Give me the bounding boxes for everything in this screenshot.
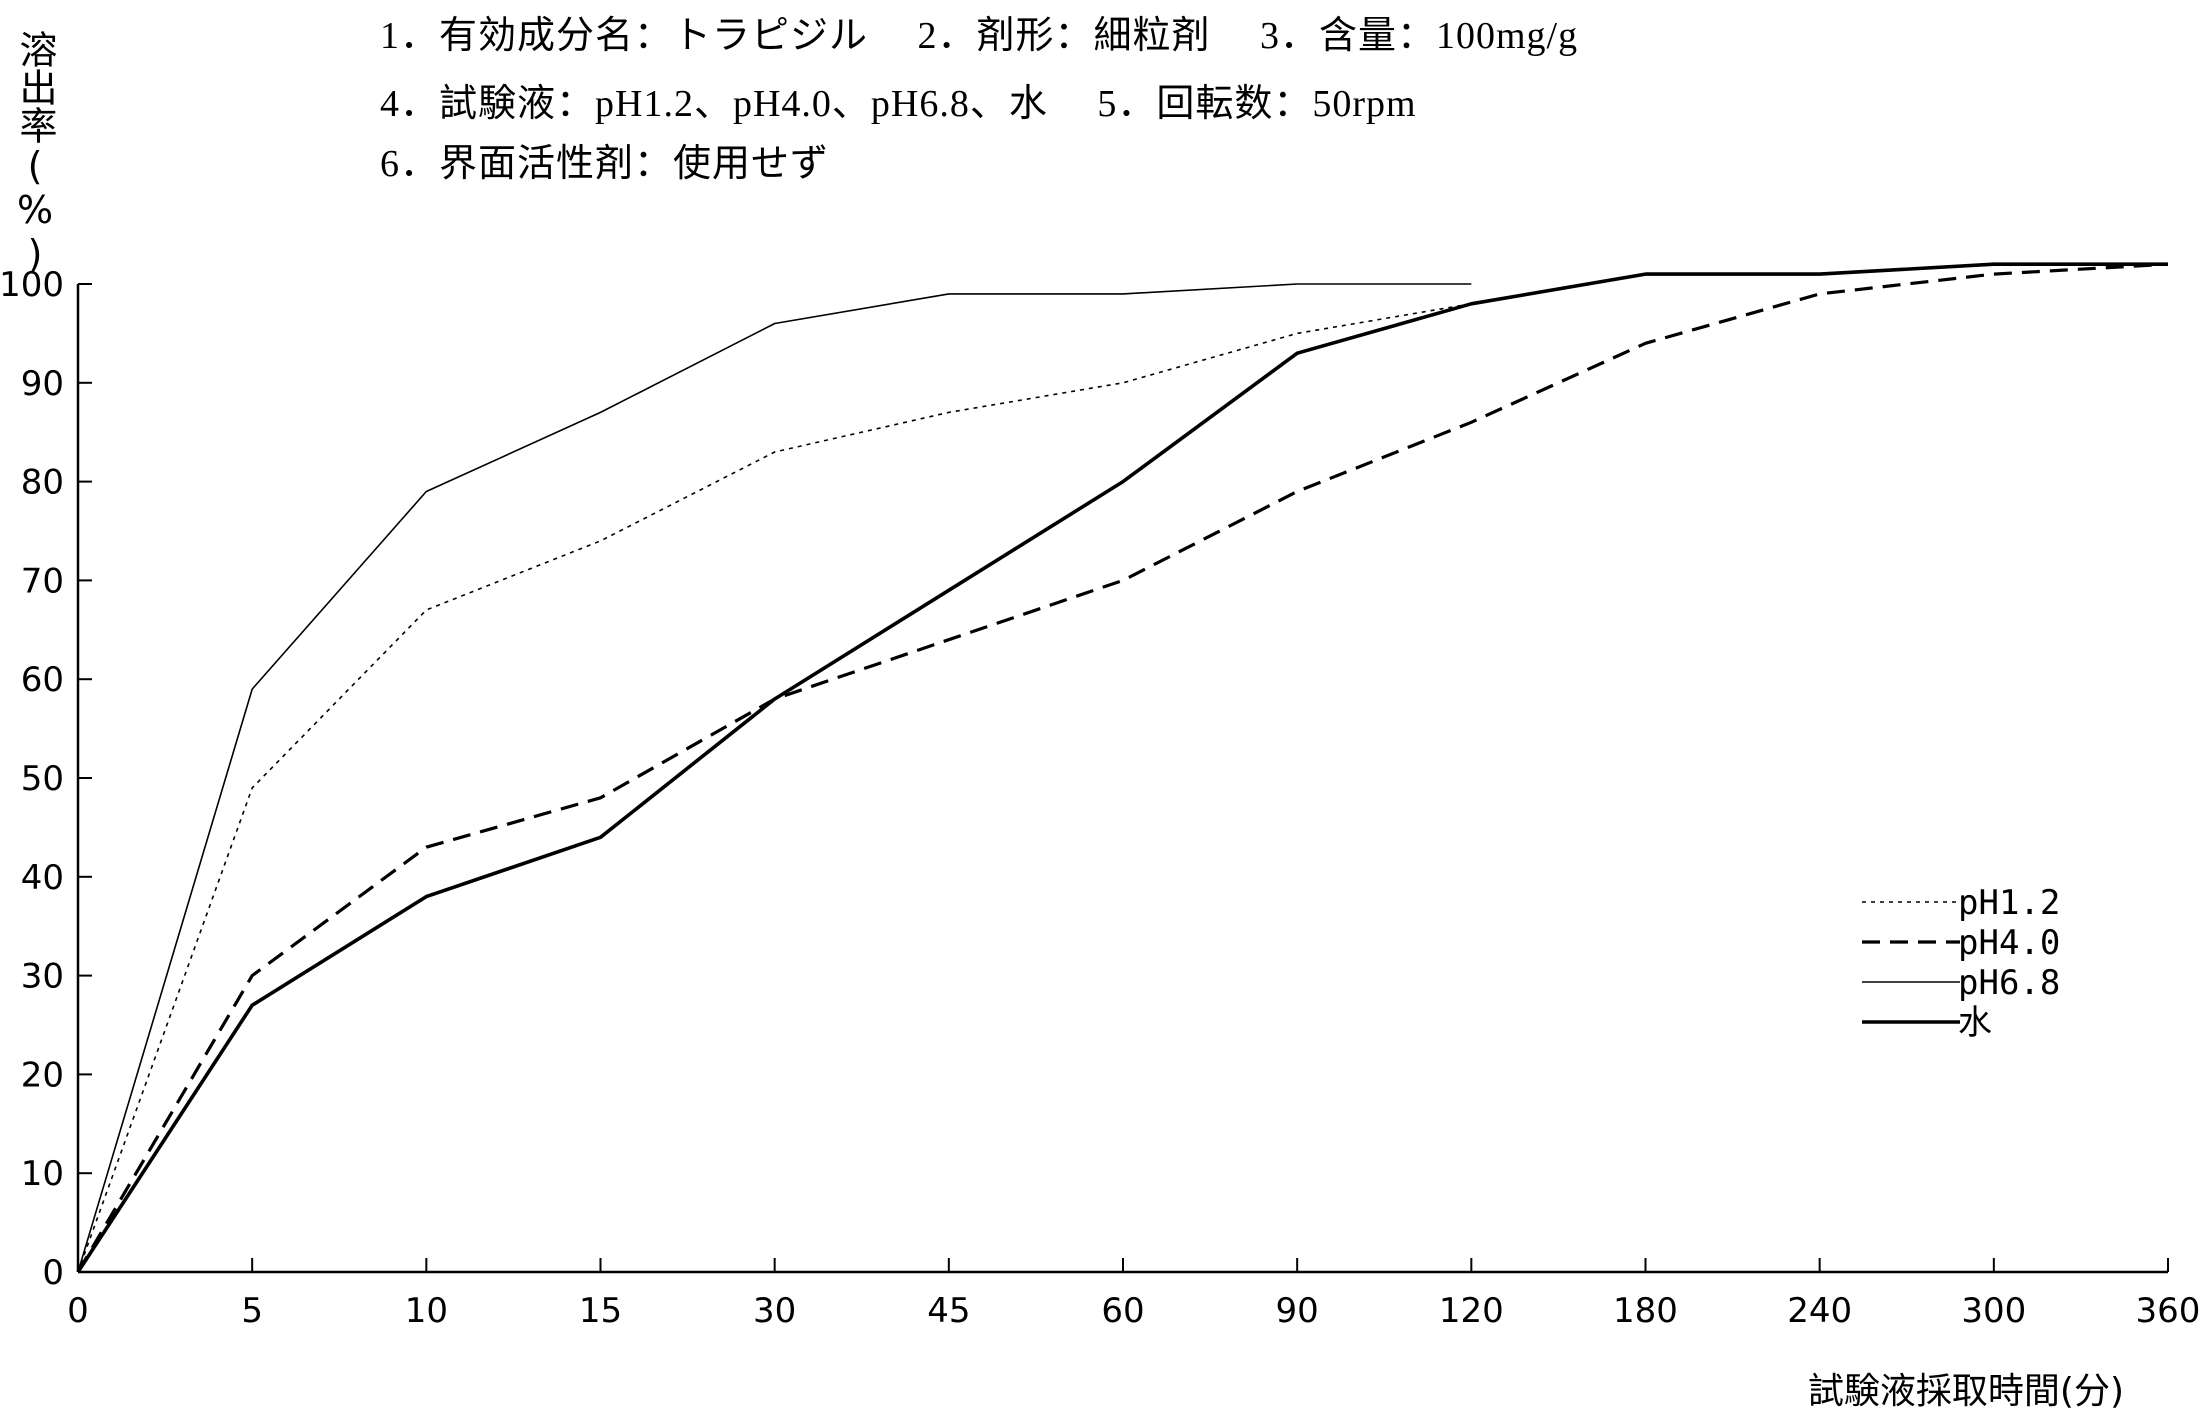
legend-label: pH4.0 xyxy=(1958,923,2060,963)
x-tick-label: 15 xyxy=(579,1291,622,1331)
y-tick-label: 90 xyxy=(21,364,64,404)
y-tick-label: 50 xyxy=(21,759,64,799)
x-tick-label: 180 xyxy=(1613,1291,1678,1331)
legend-label: pH6.8 xyxy=(1958,963,2060,1003)
x-tick-label: 300 xyxy=(1961,1291,2026,1331)
x-tick-label: 0 xyxy=(67,1291,89,1331)
y-tick-label: 70 xyxy=(21,561,64,601)
x-tick-label: 10 xyxy=(405,1291,448,1331)
y-axis-label: 溶出率(%) xyxy=(13,30,57,276)
series-line-pH1.2 xyxy=(77,303,1472,1273)
y-tick-label: 0 xyxy=(42,1253,64,1293)
y-tick-label: 60 xyxy=(21,660,64,700)
legend-label: pH1.2 xyxy=(1958,883,2060,923)
y-tick-label: 20 xyxy=(21,1055,64,1095)
series-line-pH6.8 xyxy=(77,283,1472,1273)
x-tick-label: 360 xyxy=(2136,1291,2201,1331)
x-tick-label: 60 xyxy=(1101,1291,1144,1331)
y-tick-label: 10 xyxy=(21,1154,64,1194)
x-tick-label: 120 xyxy=(1439,1291,1504,1331)
y-tick-label: 40 xyxy=(21,858,64,898)
x-axis-label: 試験液採取時間(分) xyxy=(1807,1371,2124,1412)
series-line-pH4.0 xyxy=(76,262,2169,1273)
x-tick-label: 45 xyxy=(927,1291,970,1331)
condition-line-1: 1．有効成分名：トラピジル 2．剤形：細粒剤 3．含量：100mg/g xyxy=(380,15,1579,57)
condition-line-3: 6．界面活性剤：使用せず xyxy=(380,143,830,185)
series-line-水 xyxy=(76,262,2168,1273)
legend-label: 水 xyxy=(1958,1003,1992,1043)
y-tick-label: 80 xyxy=(21,463,64,503)
y-tick-label: 100 xyxy=(0,265,64,305)
x-tick-label: 5 xyxy=(241,1291,263,1331)
x-tick-label: 240 xyxy=(1787,1291,1852,1331)
y-tick-label: 30 xyxy=(21,957,64,997)
chart-axes: 0 10 20 30 40 50 60 70 80 90 100 0 5 10 15 30 45 60 90 120 1… xyxy=(0,265,2200,1331)
x-tick-label: 90 xyxy=(1276,1291,1319,1331)
condition-line-2: 4．試験液：pH1.2、pH4.0、pH6.8、水 5．回転数：50rpm xyxy=(380,83,1417,125)
chart-series xyxy=(76,262,2169,1273)
x-tick-label: 30 xyxy=(753,1291,796,1331)
